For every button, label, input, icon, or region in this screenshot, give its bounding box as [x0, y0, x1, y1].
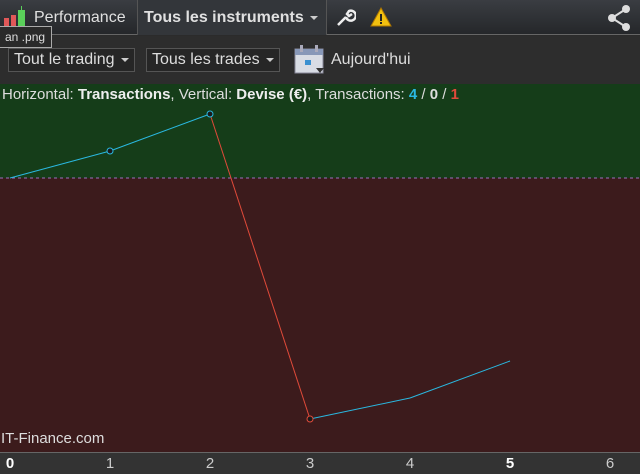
x-tick-label: 5 — [505, 455, 515, 472]
brand-watermark: IT-Finance.com — [1, 430, 105, 447]
date-filter-label[interactable]: Aujourd'hui — [331, 51, 411, 68]
series-segment — [309, 397, 411, 420]
instrument-select-label: Tous les instruments — [144, 8, 304, 26]
calendar-icon[interactable] — [294, 44, 326, 76]
x-axis: 0 1 2 3 4 5 6 — [0, 452, 640, 474]
profit-zone — [0, 84, 640, 178]
series-segment — [109, 113, 211, 152]
loss-zone — [0, 178, 640, 452]
share-icon[interactable] — [604, 4, 634, 32]
filter-bar: Tout le trading Tous les trades Aujourd'… — [0, 36, 640, 84]
performance-chart — [0, 84, 640, 452]
trading-select[interactable]: Tout le trading — [8, 48, 135, 72]
trades-select-label: Tous les trades — [152, 51, 260, 68]
v-value: Devise (€) — [236, 86, 308, 103]
h-label: Horizontal: — [2, 86, 78, 103]
series-segment — [9, 150, 111, 179]
x-tick-label: 1 — [105, 455, 115, 472]
x-tick-label: 4 — [405, 455, 415, 472]
x-tick-label: 3 — [305, 455, 315, 472]
instrument-select[interactable]: Tous les instruments — [137, 0, 327, 35]
data-point — [106, 147, 114, 155]
tooltip: an .png — [0, 26, 53, 48]
h-value: Transactions — [77, 86, 171, 103]
loss-count: 1 — [450, 86, 459, 103]
win-count: 4 — [408, 86, 418, 103]
candlestick-icon — [4, 5, 25, 28]
t-label: , Transactions: — [307, 86, 409, 103]
sep: / — [438, 86, 451, 103]
x-tick-label: 2 — [205, 455, 215, 472]
chart-info: Horizontal: Transactions, Vertical: Devi… — [2, 86, 459, 103]
series-segment — [209, 113, 311, 420]
trades-select[interactable]: Tous les trades — [146, 48, 280, 72]
warning-icon[interactable] — [370, 6, 392, 28]
sep: / — [417, 86, 430, 103]
data-point — [206, 110, 214, 118]
performance-label: Performance — [34, 8, 126, 26]
chevron-down-icon — [120, 58, 129, 62]
chevron-down-icon — [309, 15, 318, 20]
even-count: 0 — [429, 86, 439, 103]
x-tick-label: 6 — [605, 455, 615, 472]
x-tick-label: 0 — [5, 455, 15, 472]
trading-select-label: Tout le trading — [14, 51, 115, 68]
data-point — [306, 415, 314, 423]
v-label: , Vertical: — [170, 86, 237, 103]
toolbar: Performance Tous les instruments — [0, 0, 640, 35]
performance-tab[interactable]: Performance — [0, 0, 126, 35]
chevron-down-icon — [265, 58, 274, 62]
series-segment — [409, 360, 511, 399]
wrench-icon[interactable] — [334, 6, 356, 28]
